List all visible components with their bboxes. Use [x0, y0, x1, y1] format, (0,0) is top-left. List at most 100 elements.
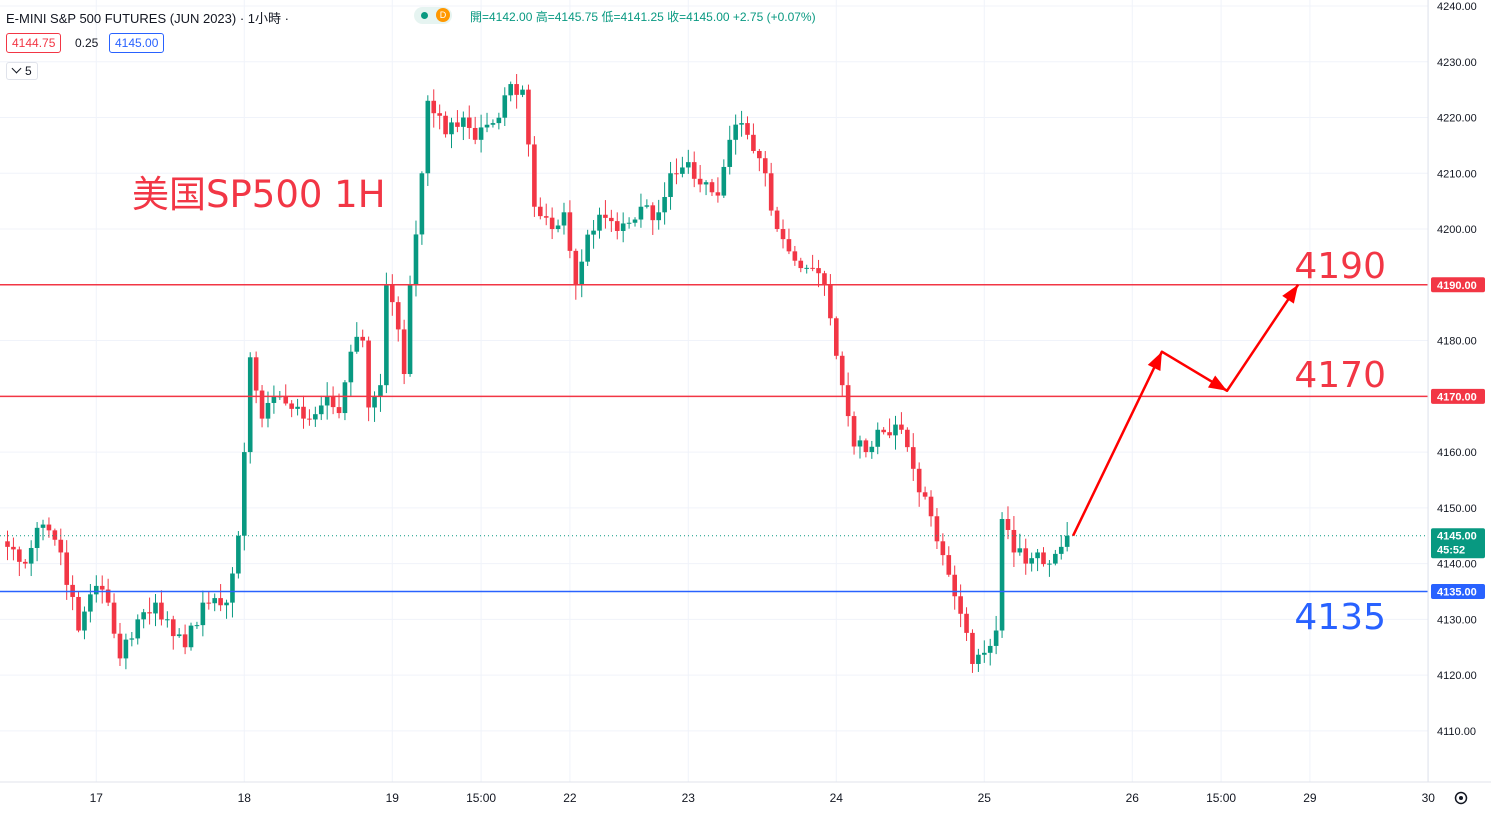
candle-up	[993, 615, 999, 655]
candle-down	[58, 528, 64, 566]
candle-down	[301, 395, 306, 429]
candle-body	[283, 396, 289, 404]
candle-up	[1064, 522, 1070, 552]
candle-up	[313, 406, 318, 427]
candle-down	[757, 148, 762, 172]
candle-body	[668, 173, 673, 197]
candle-body	[58, 539, 64, 553]
candle-up	[656, 199, 661, 230]
candle-body	[466, 117, 472, 128]
indicators-toggle[interactable]: 5	[6, 62, 38, 80]
candle-up	[247, 352, 253, 464]
symbol-title[interactable]: E-MINI S&P 500 FUTURES (JUN 2023) · 1小時 …	[6, 11, 289, 26]
price-tick-label: 4180.00	[1437, 336, 1477, 348]
candle-body	[597, 214, 602, 231]
candle-down	[70, 575, 75, 611]
candle-up	[324, 382, 330, 420]
price-tag-4135-bg	[1431, 583, 1485, 599]
candle-up	[295, 398, 300, 416]
candle-down	[366, 336, 371, 422]
candle-body	[135, 619, 141, 639]
candle-body	[348, 351, 354, 383]
candle-up	[407, 275, 413, 377]
candle-up	[461, 111, 466, 141]
time-axis[interactable]: 17 18 19 15:00 22 23 24 25 26 15:00 29 30	[0, 781, 1491, 805]
candle-up	[579, 249, 585, 298]
candle-body	[28, 547, 34, 564]
candle-body	[22, 561, 28, 564]
candle-body	[739, 123, 744, 125]
candle-down	[307, 409, 312, 426]
price-axis[interactable]: 4110.00 4120.00 4130.00 4140.00 4150.00 4160.…	[1427, 0, 1485, 782]
candle-up	[478, 114, 484, 153]
candle-up	[561, 202, 567, 235]
candle-up	[662, 182, 667, 225]
bid-price-button[interactable]: 4144.75	[6, 33, 62, 53]
candle-up	[242, 442, 247, 551]
candle-body	[230, 573, 235, 603]
candle-body	[762, 158, 768, 174]
candle-body	[1058, 546, 1064, 554]
candle-down	[603, 200, 608, 229]
price-tick-label: 4140.00	[1437, 559, 1477, 571]
price-tick-label: 4210.00	[1437, 168, 1477, 180]
price-tag-4190[interactable]: 4190.00	[1431, 277, 1485, 293]
spread-value: 0.25	[75, 36, 99, 50]
candle-body	[159, 602, 164, 620]
candle-body	[378, 385, 383, 397]
candle-body	[407, 284, 413, 375]
candle-body	[40, 524, 46, 528]
candle-body	[916, 468, 922, 493]
level-label-4190: 4190	[1294, 246, 1386, 287]
candle-down	[336, 393, 342, 419]
candle-body	[638, 206, 644, 220]
candle-down	[822, 270, 827, 296]
candle-down	[751, 123, 756, 154]
candle-body	[242, 452, 247, 536]
candle-up	[982, 640, 987, 663]
candle-down	[762, 151, 768, 187]
candle-down	[970, 629, 975, 673]
price-tag-4135[interactable]: 4135.00	[1431, 583, 1485, 599]
candle-down	[283, 384, 289, 406]
candle-body	[893, 424, 898, 436]
candle-body	[703, 182, 709, 185]
candle-up	[875, 422, 881, 455]
candle-body	[828, 284, 833, 319]
gear-icon[interactable]	[1454, 791, 1468, 805]
candle-up	[318, 395, 324, 421]
candle-body	[443, 115, 448, 135]
candle-up	[644, 199, 650, 209]
candle-down	[691, 151, 697, 188]
candle-down	[614, 212, 620, 240]
price-tag-4170[interactable]: 4170.00	[1431, 388, 1485, 404]
candle-body	[188, 625, 194, 648]
candle-down	[573, 248, 579, 300]
candle-down	[899, 412, 904, 434]
candle-body	[721, 166, 727, 196]
chevron-down-icon	[11, 63, 22, 74]
candle-down	[828, 274, 833, 326]
status-pill[interactable]: D	[414, 7, 452, 24]
candle-body	[875, 429, 881, 447]
current-price-tag[interactable]: 4145.00 45:52	[1431, 528, 1485, 559]
candle-body	[751, 134, 756, 151]
candle-body	[999, 518, 1005, 631]
time-tick-label: 19	[386, 791, 400, 805]
candle-body	[64, 552, 69, 585]
candle-up	[632, 217, 638, 227]
ohlc-values: 開=4142.00 高=4145.75 低=4141.25 收=4145.00 …	[470, 10, 816, 24]
candle-body	[887, 432, 892, 436]
candle-body	[857, 440, 863, 447]
candle-body	[526, 89, 531, 145]
ask-price-button[interactable]: 4145.00	[109, 33, 165, 53]
candle-body	[289, 403, 294, 409]
candle-up	[591, 220, 596, 249]
candle-body	[449, 122, 454, 135]
candle-down	[22, 559, 28, 569]
candle-down	[105, 578, 111, 607]
candle-down	[253, 351, 259, 404]
candle-down	[472, 116, 478, 145]
candle-body	[413, 234, 419, 285]
